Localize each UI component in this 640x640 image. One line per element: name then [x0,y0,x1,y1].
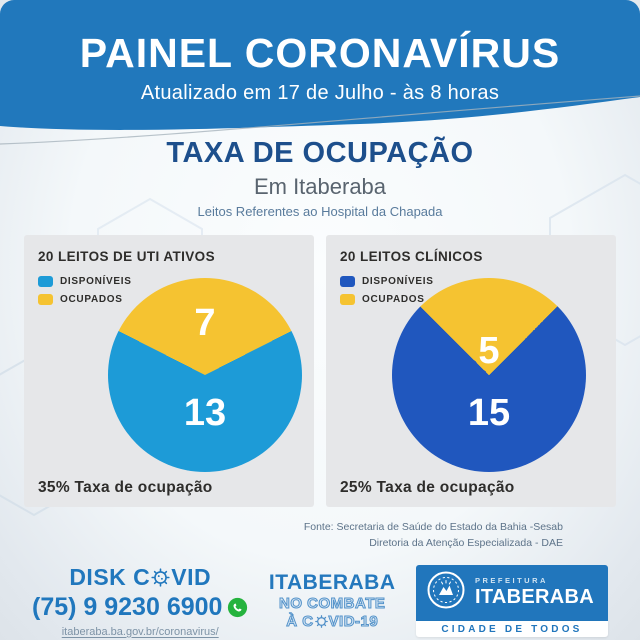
campaign-text-pre: À C [286,612,314,630]
phone-text: (75) 9 9230 6900 [32,592,223,621]
prefeitura-logo: PREFEITURA ITABERABA CIDADE DE TODOS [415,564,608,637]
available-swatch [38,276,53,287]
header-banner: PAINEL CORONAVÍRUS Atualizado em 17 de J… [0,0,640,104]
campaign-slogan-line1: NO COMBATE [279,595,386,613]
logo-text: PREFEITURA ITABERABA [475,576,594,609]
city-seal-icon [426,570,466,615]
disk-covid-text-post: VID [171,563,212,590]
available-value: 15 [467,392,511,434]
available-value: 13 [183,392,227,434]
disk-covid-block: DISK C VID (75) 9 9230 6900 itaberaba.ba.… [32,564,248,638]
clinical-occupancy-rate: 25% Taxa de ocupação [340,479,515,496]
occupied-swatch [38,294,53,305]
occupied-value: 5 [478,330,500,372]
footer: DISK C VID (75) 9 9230 6900 itaberaba.ba.… [0,564,640,638]
uti-pie-chart: 7 13 [108,278,302,472]
campaign-lockup: ITABERABA NO COMBATE À C VID-19 [269,571,396,630]
clinical-legend: DISPONÍVEIS OCUPADOS [340,276,602,305]
clinical-panel-title: 20 LEITOS CLÍNICOS [340,249,483,264]
uti-panel-title: 20 LEITOS DE UTI ATIVOS [38,249,215,264]
clinical-beds-panel: 20 LEITOS CLÍNICOS DISPONÍVEIS OCUPADOS … [326,235,616,507]
campaign-city: ITABERABA [268,571,396,595]
coronavirus-site-link[interactable]: itaberaba.ba.gov.br/coronavirus/ [61,625,219,638]
section-header: TAXA DE OCUPAÇÃO Em Itaberaba Leitos Ref… [0,137,640,219]
campaign-slogan-line2: À C VID-19 [269,612,396,630]
legend-item-occupied: OCUPADOS [340,294,602,305]
occupied-swatch [340,294,355,305]
updated-timestamp: Atualizado em 17 de Julho - às 8 horas [140,82,500,104]
legend-label: DISPONÍVEIS [60,276,132,287]
clinical-pie-chart: 5 15 [392,278,586,472]
section-note: Leitos Referentes ao Hospital da Chapada [197,204,443,219]
legend-label: DISPONÍVEIS [362,276,434,287]
disk-covid-title: DISK C VID [32,564,248,591]
logo-prefeitura-label: PREFEITURA [474,576,548,586]
uti-legend: DISPONÍVEIS OCUPADOS [38,276,300,305]
occupied-value: 7 [194,302,216,344]
available-swatch [340,276,355,287]
legend-item-occupied: OCUPADOS [38,294,300,305]
logo-city-name: ITABERABA [474,586,594,609]
whatsapp-icon[interactable] [227,597,248,618]
legend-item-available: DISPONÍVEIS [38,276,300,287]
legend-label: OCUPADOS [60,294,123,305]
legend-item-available: DISPONÍVEIS [340,276,602,287]
page-title: PAINEL CORONAVÍRUS [79,30,561,76]
campaign-text-post: VID-19 [328,612,379,630]
coronavirus-icon [314,614,328,628]
legend-label: OCUPADOS [362,294,425,305]
source-line-1: Fonte: Secretaria de Saúde do Estado da … [303,521,563,533]
data-source: Fonte: Secretaria de Saúde do Estado da … [0,519,640,552]
header-wave [0,94,640,145]
uti-beds-panel: 20 LEITOS DE UTI ATIVOS DISPONÍVEIS OCUP… [24,235,314,507]
logo-tagline: CIDADE DE TODOS [415,620,608,637]
section-title: TAXA DE OCUPAÇÃO [166,137,474,169]
charts-row: 20 LEITOS DE UTI ATIVOS DISPONÍVEIS OCUP… [0,235,640,507]
disk-covid-text-pre: DISK C [69,563,151,590]
uti-occupancy-rate: 35% Taxa de ocupação [38,479,213,496]
source-line-2: Diretoria da Atenção Especializada - DAE [369,537,563,550]
section-subtitle: Em Itaberaba [253,174,387,199]
phone-number: (75) 9 9230 6900 [32,593,248,622]
prefeitura-logo-box: PREFEITURA ITABERABA [415,564,608,621]
coronavirus-icon [151,567,170,587]
